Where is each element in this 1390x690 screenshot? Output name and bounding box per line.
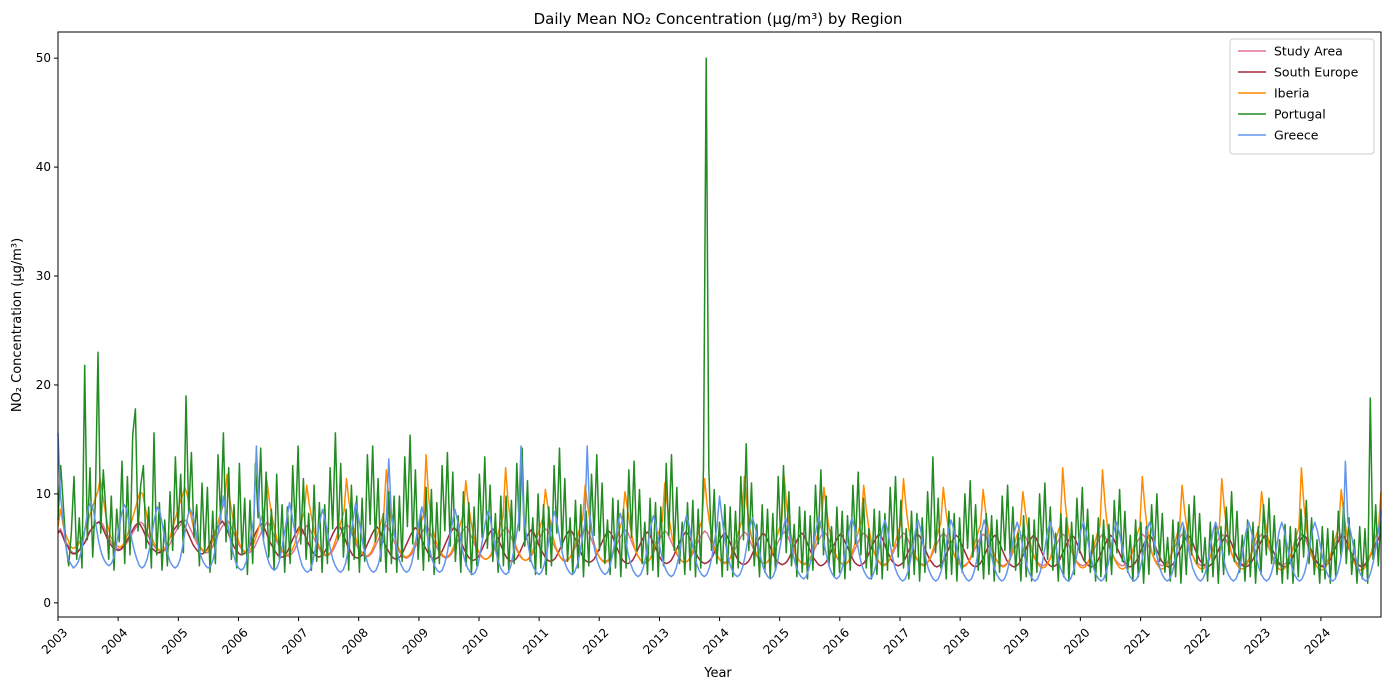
y-tick-label: 20 <box>36 378 51 392</box>
x-tick-label: 2011 <box>520 625 551 656</box>
x-tick-label: 2015 <box>761 625 792 656</box>
x-tick-label: 2020 <box>1061 625 1092 656</box>
x-tick-label: 2006 <box>219 625 250 656</box>
x-tick-label: 2012 <box>580 625 611 656</box>
chart-title: Daily Mean NO₂ Concentration (µg/m³) by … <box>534 10 903 28</box>
y-axis-ticks: 0 10 20 30 40 50 <box>36 51 58 610</box>
x-tick-label: 2021 <box>1121 625 1152 656</box>
y-tick-label: 10 <box>36 487 51 501</box>
x-tick-label: 2009 <box>400 625 431 656</box>
x-tick-label: 2018 <box>941 625 972 656</box>
x-tick-label: 2019 <box>1001 625 1032 656</box>
x-tick-label: 2007 <box>279 625 310 656</box>
y-tick-label: 50 <box>36 51 51 65</box>
y-tick-label: 0 <box>43 596 51 610</box>
y-tick-label: 30 <box>36 269 51 283</box>
x-axis-ticks: 2003 2004 2005 2006 2007 2008 2009 2010 2011 2012… <box>39 617 1333 657</box>
legend-label: Iberia <box>1274 86 1310 101</box>
legend-label: South Europe <box>1274 65 1359 80</box>
legend-label: Greece <box>1274 128 1319 143</box>
x-tick-label: 2004 <box>99 625 130 656</box>
x-tick-label: 2022 <box>1182 625 1213 656</box>
x-tick-label: 2016 <box>821 625 852 656</box>
x-tick-label: 2017 <box>881 625 912 656</box>
x-tick-label: 2005 <box>159 625 190 656</box>
series-line-greece <box>57 432 1382 582</box>
y-axis-label: NO₂ Concentration (µg/m³) <box>10 238 25 412</box>
plot-series <box>57 57 1382 584</box>
x-tick-label: 2013 <box>640 625 671 656</box>
x-axis-label: Year <box>703 666 732 681</box>
x-tick-label: 2024 <box>1302 625 1333 656</box>
x-tick-label: 2010 <box>460 625 491 656</box>
x-tick-label: 2014 <box>700 625 731 656</box>
series-line-portugal <box>57 57 1382 584</box>
y-tick-label: 40 <box>36 160 51 174</box>
legend: Study Area South Europe Iberia Portugal Gree… <box>1229 38 1375 155</box>
legend-box <box>1229 38 1375 155</box>
x-tick-label: 2003 <box>39 625 70 656</box>
legend-label: Study Area <box>1274 44 1343 59</box>
legend-label: Portugal <box>1274 107 1326 122</box>
x-tick-label: 2023 <box>1242 625 1273 656</box>
x-tick-label: 2008 <box>340 625 371 656</box>
